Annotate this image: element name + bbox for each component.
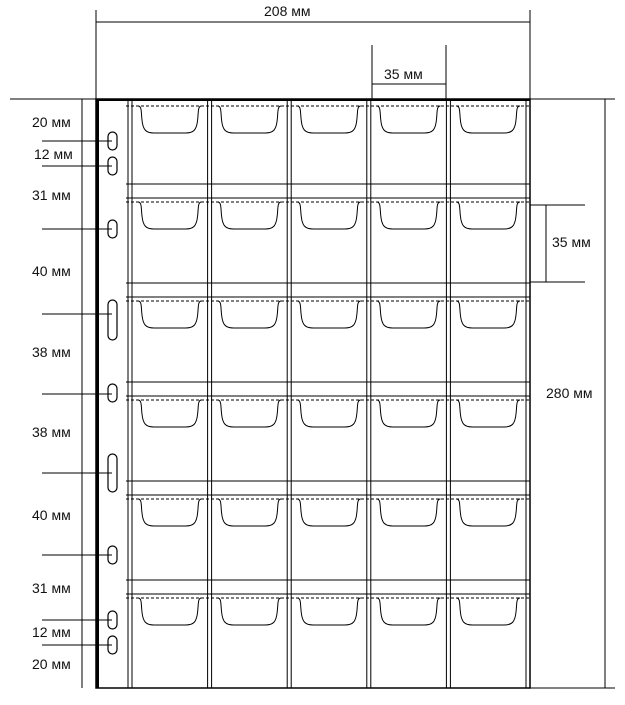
pocket-flap xyxy=(217,300,282,329)
pocket-flap xyxy=(217,498,282,527)
pocket-flap xyxy=(456,498,521,527)
hole-spacing-label: 12 мм xyxy=(34,146,73,162)
pocket-flap xyxy=(456,300,521,329)
sheet-height-label: 280 мм xyxy=(546,385,593,401)
pocket-flap xyxy=(217,105,282,134)
hole-spacing-label: 38 мм xyxy=(32,344,71,360)
pocket-flap xyxy=(376,105,441,134)
hole-spacing-label: 20 мм xyxy=(32,114,71,130)
hole-spacing-label: 38 мм xyxy=(32,424,71,440)
binder-hole xyxy=(107,299,118,341)
pocket-flap xyxy=(137,498,202,527)
pocket-flap xyxy=(217,399,282,428)
pocket-flap xyxy=(376,300,441,329)
pocket-flap xyxy=(456,201,521,230)
pocket-flap xyxy=(456,597,521,626)
hole-spacing-label: 40 мм xyxy=(32,263,71,279)
hole-spacing-label: 40 мм xyxy=(32,507,71,523)
pocket-flap xyxy=(376,201,441,230)
hole-spacing-label: 31 мм xyxy=(32,580,71,596)
hole-spacing-label: 12 мм xyxy=(32,624,71,640)
pocket-flap xyxy=(137,399,202,428)
pocket-width-label: 35 мм xyxy=(384,66,423,82)
sheet-width-label: 208 мм xyxy=(264,3,311,19)
pocket-flap xyxy=(217,597,282,626)
pocket-flap xyxy=(137,201,202,230)
pocket-height-label: 35 мм xyxy=(552,234,591,250)
pocket-flap xyxy=(137,300,202,329)
binder-hole xyxy=(107,383,118,403)
pocket-flap xyxy=(297,105,361,134)
pocket-flap xyxy=(456,105,521,134)
pocket-flap xyxy=(297,498,361,527)
pocket-flap xyxy=(217,201,282,230)
pocket-flap xyxy=(376,597,441,626)
pocket-flap xyxy=(376,498,441,527)
hole-spacing-label: 31 мм xyxy=(32,187,71,203)
pocket-flap xyxy=(456,399,521,428)
pocket-flap xyxy=(297,597,361,626)
pocket-flap xyxy=(297,201,361,230)
pocket-flap xyxy=(297,300,361,329)
hole-spacing-label: 20 мм xyxy=(32,656,71,672)
pocket-flap xyxy=(297,399,361,428)
pocket-flap xyxy=(376,399,441,428)
pocket-flap xyxy=(137,105,202,134)
pocket-flap xyxy=(137,597,202,626)
sheet-outline xyxy=(95,98,531,689)
